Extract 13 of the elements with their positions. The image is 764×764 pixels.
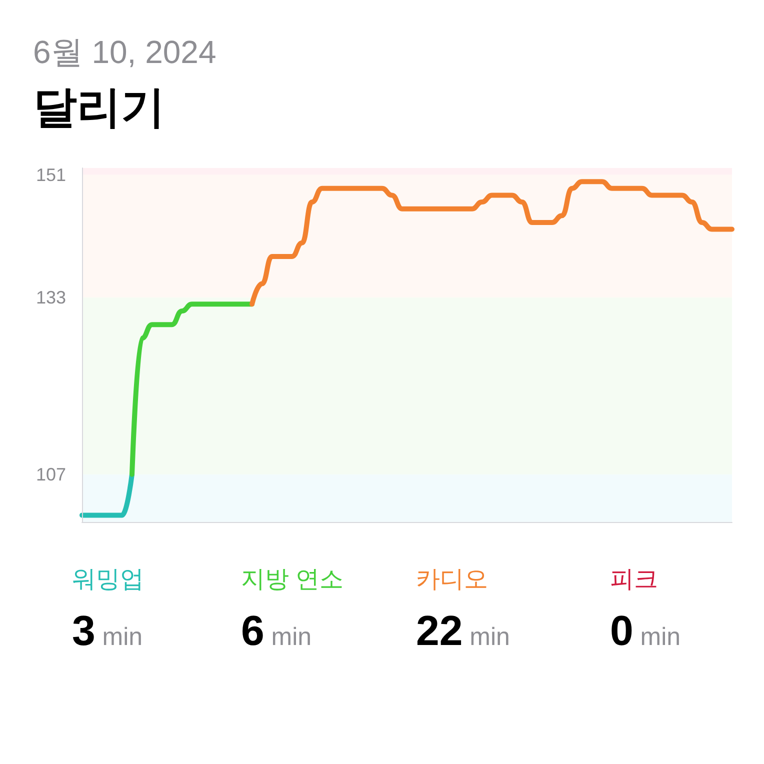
y-tick-label: 151: [36, 164, 66, 185]
data-label: 0 min: [610, 607, 681, 654]
data-label: 22 min: [416, 607, 510, 654]
data-label: 3 min: [72, 607, 143, 654]
data-label: 6 min: [241, 607, 312, 654]
chart-title: 달리기: [33, 82, 165, 134]
y-tick-label: 133: [36, 287, 66, 308]
y-tick-label: 107: [36, 464, 66, 484]
category-label: 워밍업: [72, 565, 145, 595]
category-label: 지방 연소: [241, 565, 345, 595]
category-label: 피크: [610, 565, 659, 595]
category-label: 카디오: [416, 565, 489, 595]
chart-subtitle: 6월 10, 2024: [33, 33, 216, 72]
